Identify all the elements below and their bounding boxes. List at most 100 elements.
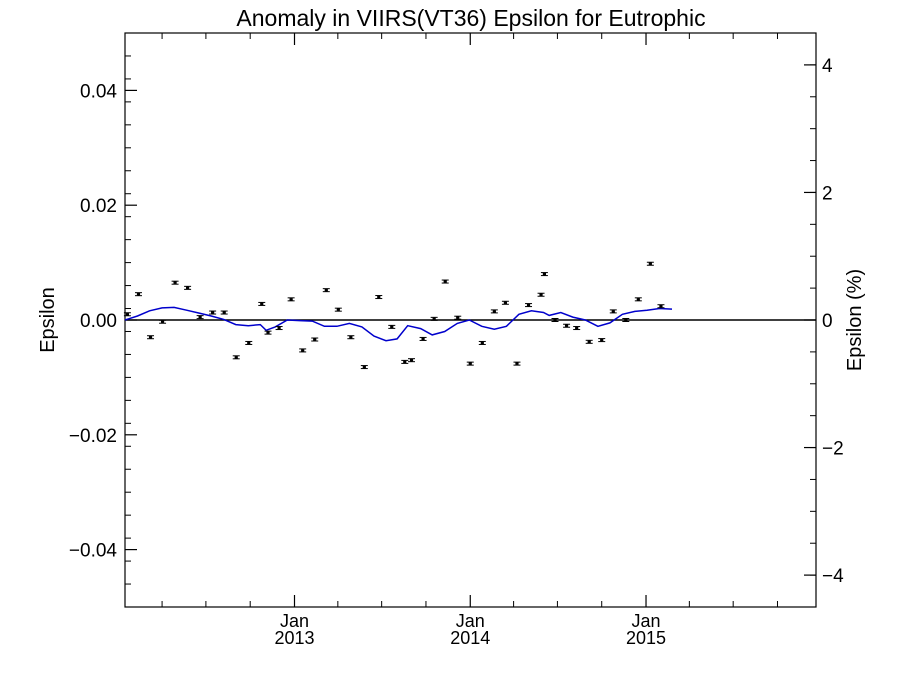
- data-point: [123, 312, 131, 317]
- y-tick-label-right: 0: [822, 311, 833, 332]
- point-marker: [456, 316, 460, 319]
- data-point: [147, 335, 155, 340]
- point-marker: [324, 288, 328, 292]
- y-axis-right: 4 2 0 −2 −4: [804, 56, 844, 587]
- data-point: [322, 288, 330, 293]
- y-tick-label-right: −4: [822, 566, 844, 587]
- x-tick-label-month: Jan: [632, 611, 661, 631]
- data-point: [171, 280, 179, 285]
- y-tick-label-left: −0.02: [69, 426, 117, 447]
- point-marker: [266, 331, 270, 334]
- data-point: [209, 310, 217, 315]
- point-marker: [313, 338, 317, 341]
- data-point: [622, 318, 630, 322]
- point-marker: [336, 308, 340, 311]
- point-marker: [211, 311, 215, 314]
- data-point: [299, 348, 307, 353]
- data-point: [563, 323, 571, 328]
- data-point: [490, 309, 498, 314]
- point-marker: [349, 336, 353, 339]
- point-marker: [409, 358, 414, 362]
- data-point: [430, 316, 438, 321]
- data-point: [585, 339, 593, 344]
- x-tick-label-month: Jan: [456, 611, 485, 631]
- point-marker: [553, 318, 557, 322]
- point-marker: [526, 303, 531, 307]
- point-marker: [575, 326, 579, 330]
- data-point: [657, 304, 665, 309]
- data-point: [287, 297, 295, 302]
- y-tick-label-left: −0.04: [69, 541, 118, 562]
- point-marker: [362, 365, 366, 369]
- x-tick-label-year: 2014: [450, 628, 490, 648]
- data-point: [245, 340, 253, 345]
- y-tick-label-left: 0.02: [80, 196, 117, 217]
- x-tick-label-year: 2015: [626, 628, 666, 648]
- data-point: [501, 300, 509, 305]
- point-marker: [234, 356, 238, 359]
- y-tick-label-right: −2: [822, 439, 844, 460]
- data-point: [525, 303, 533, 308]
- data-point: [634, 297, 642, 302]
- series-points: [123, 261, 665, 370]
- series-line: [124, 306, 673, 342]
- data-point: [360, 365, 368, 370]
- point-marker: [539, 293, 543, 296]
- data-point: [220, 310, 228, 315]
- point-marker: [247, 341, 251, 345]
- point-marker: [148, 336, 153, 339]
- point-marker: [542, 272, 547, 276]
- point-marker: [125, 313, 130, 316]
- point-marker: [173, 281, 177, 284]
- x-tick-label-year: 2013: [274, 628, 314, 648]
- data-point: [347, 335, 355, 340]
- point-marker: [492, 310, 496, 313]
- data-point: [311, 337, 319, 342]
- y-axis-label-right: Epsilon (%): [844, 269, 866, 371]
- data-point: [573, 326, 581, 331]
- data-point: [646, 261, 654, 266]
- data-point: [196, 315, 204, 320]
- data-point: [598, 338, 606, 343]
- y-tick-label-left: 0.04: [80, 81, 117, 102]
- point-marker: [443, 280, 447, 283]
- data-point: [540, 272, 548, 277]
- data-point: [388, 324, 396, 329]
- y-tick-label-right: 2: [822, 183, 833, 204]
- data-point: [408, 358, 416, 363]
- point-marker: [648, 262, 652, 265]
- data-point: [159, 319, 167, 324]
- point-marker: [160, 320, 165, 323]
- data-point: [375, 295, 383, 300]
- point-marker: [468, 362, 472, 365]
- data-point: [264, 330, 272, 335]
- point-marker: [611, 310, 615, 313]
- data-point: [275, 326, 283, 331]
- point-marker: [624, 318, 628, 322]
- point-marker: [136, 292, 141, 296]
- data-point: [184, 285, 192, 290]
- x-tick-label-month: Jan: [280, 611, 309, 631]
- data-point: [258, 301, 266, 306]
- point-marker: [260, 302, 264, 306]
- data-point: [134, 292, 142, 297]
- point-marker: [421, 337, 425, 341]
- point-marker: [403, 360, 407, 364]
- point-marker: [198, 315, 202, 319]
- data-point: [478, 340, 486, 345]
- y-axis-left: 0.04 0.02 0.00 −0.02 −0.04: [69, 81, 137, 562]
- point-marker: [432, 317, 436, 321]
- y-axis-label-left: Epsilon: [37, 287, 59, 353]
- data-point: [419, 336, 427, 341]
- data-point: [609, 309, 617, 314]
- point-marker: [587, 340, 591, 344]
- point-marker: [390, 325, 394, 329]
- minor-ticks: [125, 32, 816, 608]
- point-marker: [222, 311, 226, 314]
- data-point: [466, 361, 474, 366]
- data-point: [537, 292, 545, 297]
- point-marker: [515, 362, 519, 365]
- data-point: [334, 307, 342, 312]
- point-marker: [289, 298, 293, 301]
- point-marker: [185, 286, 190, 290]
